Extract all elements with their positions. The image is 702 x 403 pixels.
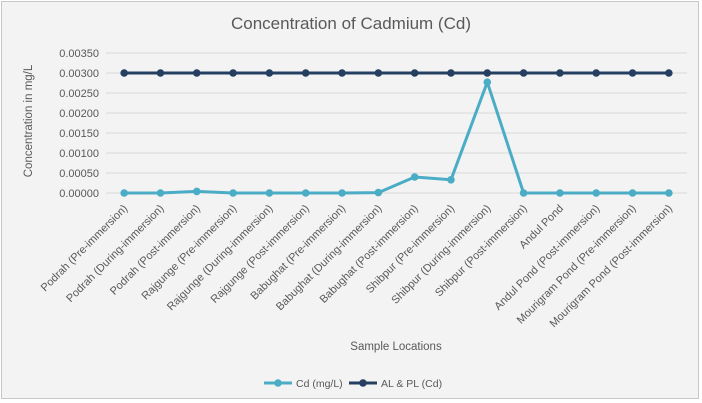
data-point-cd-mg-l	[592, 189, 601, 197]
data-point-cd-mg-l	[483, 78, 492, 86]
data-point-al-pl-cd	[665, 69, 673, 77]
data-point-cd-mg-l	[120, 189, 128, 197]
y-tick-label: 0.00100	[59, 148, 99, 160]
data-point-cd-mg-l	[556, 189, 564, 197]
data-point-al-pl-cd	[410, 69, 419, 77]
legend-label: Cd (mg/L)	[296, 378, 343, 390]
y-axis-label: Concentration in mg/L	[23, 64, 35, 177]
y-tick-label: 0.00150	[59, 128, 99, 140]
data-point-cd-mg-l	[156, 189, 165, 197]
data-point-al-pl-cd	[338, 69, 346, 77]
data-point-cd-mg-l	[229, 189, 237, 197]
data-point-cd-mg-l	[338, 189, 346, 197]
data-point-al-pl-cd	[265, 69, 274, 77]
data-point-al-pl-cd	[447, 69, 455, 77]
y-tick-label: 0.00050	[59, 168, 99, 180]
data-point-al-pl-cd	[556, 69, 564, 77]
data-point-cd-mg-l	[519, 189, 528, 197]
data-point-al-pl-cd	[483, 69, 492, 77]
y-tick-label: 0.00250	[59, 88, 99, 100]
series-line-cd-mg-l	[124, 80, 669, 195]
data-point-cd-mg-l	[301, 189, 310, 197]
x-axis-label: Sample Locations	[350, 341, 442, 353]
data-point-al-pl-cd	[120, 69, 128, 77]
data-point-al-pl-cd	[301, 69, 310, 77]
legend-marker-al-pl-cd	[359, 379, 367, 387]
data-point-al-pl-cd	[156, 69, 165, 77]
data-point-cd-mg-l	[265, 189, 274, 197]
data-point-al-pl-cd	[374, 69, 383, 77]
y-tick-label: 0.00000	[59, 188, 99, 200]
data-point-cd-mg-l	[628, 189, 637, 197]
data-point-al-pl-cd	[229, 69, 237, 77]
y-tick-label: 0.00200	[59, 108, 99, 120]
chart-title: Concentration of Cadmium (Cd)	[231, 14, 471, 33]
data-point-cd-mg-l	[374, 188, 383, 197]
data-point-cd-mg-l	[192, 187, 201, 196]
y-tick-label: 0.00300	[59, 68, 99, 80]
legend-marker-cd-mg-l	[274, 379, 282, 387]
data-point-al-pl-cd	[592, 69, 601, 77]
data-point-cd-mg-l	[410, 173, 419, 181]
legend-label: AL & PL (Cd)	[381, 378, 442, 390]
data-point-al-pl-cd	[519, 69, 528, 77]
y-tick-label: 0.00350	[59, 48, 99, 60]
data-point-al-pl-cd	[628, 69, 637, 77]
data-point-cd-mg-l	[447, 176, 455, 184]
data-point-al-pl-cd	[192, 69, 201, 77]
data-point-cd-mg-l	[665, 189, 673, 197]
